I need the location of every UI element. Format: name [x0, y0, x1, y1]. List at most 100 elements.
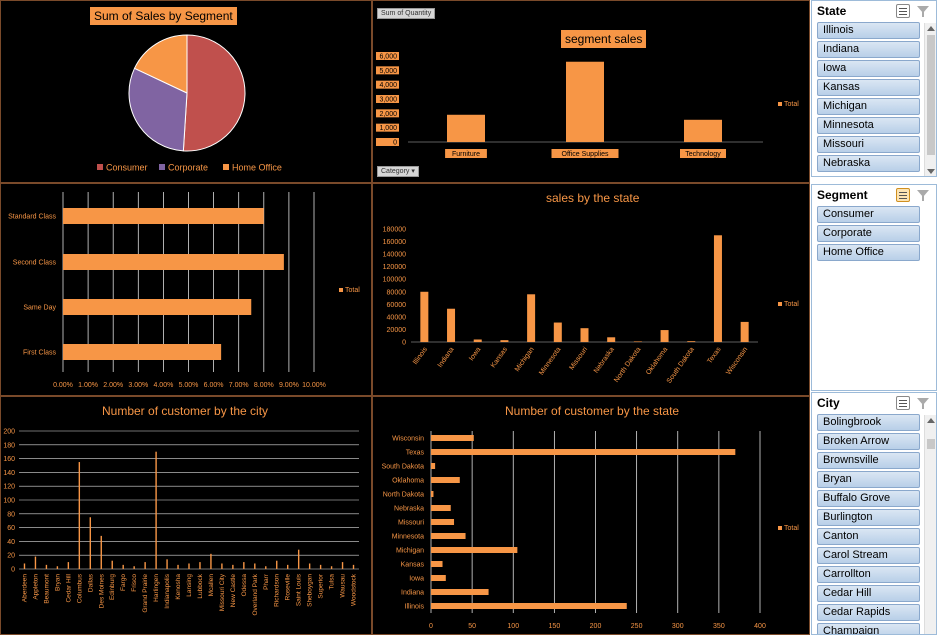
- legend-swatch: [339, 288, 343, 292]
- slicer-item-canton[interactable]: Canton: [817, 528, 920, 545]
- x-tick-bg: [445, 149, 487, 158]
- slicer-item-illinois[interactable]: Illinois: [817, 22, 920, 39]
- segment-slicer[interactable]: Segment Consumer Corporate Home Office: [811, 184, 937, 391]
- slicer-item-consumer[interactable]: Consumer: [817, 206, 920, 223]
- slicer-item-nebraska[interactable]: Nebraska: [817, 155, 920, 172]
- scroll-up-icon[interactable]: [927, 26, 935, 31]
- state-slicer[interactable]: State Illinois Indiana Iowa Kansas Michigan M…: [811, 0, 937, 177]
- category-filter-button[interactable]: Category ▾: [377, 166, 419, 177]
- y-tick-label: Texas: [406, 450, 425, 457]
- pie-chart-title: Sum of Sales by Segment: [90, 7, 237, 25]
- dropdown-arrow-icon: ▾: [411, 168, 415, 175]
- slicer-item-bryan[interactable]: Bryan: [817, 471, 920, 488]
- y-tick-label: 140: [3, 470, 15, 477]
- slicer-item-indiana[interactable]: Indiana: [817, 41, 920, 58]
- segment-sales-panel[interactable]: Sum of Quantity segment sales 6,000 5,000…: [372, 0, 810, 183]
- slicer-item-broken-arrow[interactable]: Broken Arrow: [817, 433, 920, 450]
- slicer-item-buffalo-grove[interactable]: Buffalo Grove: [817, 490, 920, 507]
- x-tick-label: Wausau: [340, 574, 347, 598]
- x-tick-label: Odessa: [241, 574, 248, 597]
- pie-chart-panel[interactable]: Sum of Sales by Segment Consumer Corporat…: [0, 0, 372, 183]
- x-tick-label: Office Supplies: [562, 151, 609, 158]
- x-tick-label: Kansas: [490, 346, 509, 370]
- slicer-item-burlington[interactable]: Burlington: [817, 509, 920, 526]
- clear-filter-icon[interactable]: [916, 188, 930, 202]
- state-slicer-scrollbar[interactable]: [924, 23, 936, 176]
- x-tick-label: Tulsa: [329, 574, 336, 590]
- x-tick-label: Lubbock: [197, 573, 204, 598]
- slicer-item-kansas[interactable]: Kansas: [817, 79, 920, 96]
- bar-new-castle: [232, 564, 234, 569]
- bar-tulsa: [330, 566, 333, 569]
- y-tick-label: 20000: [387, 327, 407, 334]
- scroll-thumb[interactable]: [927, 439, 935, 449]
- x-tick-label: 6.00%: [204, 382, 224, 389]
- slicer-item-carol-stream[interactable]: Carol Stream: [817, 547, 920, 564]
- y-tick-label: Wisconsin: [392, 436, 424, 443]
- y-tick-bg: [376, 138, 399, 146]
- state-sales-panel[interactable]: sales by the state 180000 160000 140000 120…: [372, 183, 810, 396]
- bar-technology: [684, 119, 722, 142]
- multi-select-icon[interactable]: [896, 396, 910, 410]
- slicer-item-missouri[interactable]: Missouri: [817, 136, 920, 153]
- x-tick-label: Appleton: [32, 574, 39, 600]
- bar-michigan: [527, 294, 536, 342]
- slicer-item-corporate[interactable]: Corporate: [817, 225, 920, 242]
- ship-mode-chart: 0.00% 1.00% 2.00% 3.00% 4.00% 5.00% 6.00% 7.00%…: [8, 192, 360, 389]
- y-tick-label: Minnesota: [392, 534, 424, 541]
- x-tick-bg: [680, 149, 726, 158]
- y-tick-bg: [376, 123, 399, 132]
- bar-woodstock: [352, 564, 355, 569]
- legend-swatch: [778, 526, 782, 530]
- slicer-item-cedar-rapids[interactable]: Cedar Rapids: [817, 604, 920, 621]
- multi-select-icon[interactable]: [896, 188, 910, 202]
- city-slicer-scrollbar[interactable]: [924, 415, 936, 634]
- slicer-item-iowa[interactable]: Iowa: [817, 60, 920, 77]
- x-tick-label: South Dakota: [666, 346, 696, 385]
- bar-wisconsin: [431, 435, 474, 441]
- city-slicer[interactable]: City Bolingbrook Broken Arrow Brownsville B…: [811, 392, 937, 635]
- bar-columbus: [78, 462, 81, 569]
- scroll-thumb[interactable]: [927, 35, 935, 155]
- y-tick-label: Kansas: [401, 562, 425, 569]
- slicer-item-home-office[interactable]: Home Office: [817, 244, 920, 261]
- slicer-item-brownsville[interactable]: Brownsville: [817, 452, 920, 469]
- slicer-item-minnesota[interactable]: Minnesota: [817, 117, 920, 134]
- sum-of-quantity-button[interactable]: Sum of Quantity: [377, 8, 436, 19]
- y-tick-label: Second Class: [13, 260, 57, 267]
- x-tick-label: Nebraska: [593, 346, 616, 375]
- bar-nebraska: [607, 337, 616, 342]
- x-tick-label: 150: [549, 623, 561, 630]
- city-customers-panel[interactable]: Number of customer by the city 200 180 160…: [0, 396, 372, 635]
- multi-select-icon[interactable]: [896, 4, 910, 18]
- state-customers-panel[interactable]: Number of customer by the state 0 50 100 15…: [372, 396, 810, 635]
- y-tick-label: 0: [393, 140, 397, 147]
- bar-lubbock: [199, 562, 201, 569]
- y-tick-label: 40000: [387, 314, 407, 321]
- slicer-item-michigan[interactable]: Michigan: [817, 98, 920, 115]
- y-tick-label: 0: [402, 340, 406, 347]
- x-tick-label: Missouri City: [219, 573, 226, 611]
- x-tick-label: Saint Louis: [296, 573, 303, 606]
- ship-mode-panel[interactable]: 0.00% 1.00% 2.00% 3.00% 4.00% 5.00% 6.00% 7.00%…: [0, 183, 372, 396]
- state-customers-chart: 0 50 100 150 200 250 300 350 400 Wisconsin Texas So…: [382, 431, 799, 630]
- clear-filter-icon[interactable]: [916, 4, 930, 18]
- segment-slicer-title: Segment: [817, 188, 868, 202]
- scroll-down-icon[interactable]: [927, 169, 935, 174]
- bar-texas: [713, 235, 722, 342]
- y-tick-label: 120000: [383, 264, 406, 271]
- x-tick-label: Mcallen: [208, 574, 215, 597]
- bar-des-moines: [100, 535, 102, 569]
- x-tick-label: 0.00%: [53, 382, 73, 389]
- city-slicer-title: City: [817, 396, 840, 410]
- bar-saint-louis: [297, 549, 300, 569]
- slicer-item-bolingbrook[interactable]: Bolingbrook: [817, 414, 920, 431]
- category-label: Category: [381, 168, 410, 175]
- x-tick-label: Superior: [318, 573, 325, 598]
- slicer-item-champaign[interactable]: Champaign: [817, 623, 920, 634]
- slicer-item-carrollton[interactable]: Carrollton: [817, 566, 920, 583]
- clear-filter-icon[interactable]: [916, 396, 930, 410]
- scroll-up-icon[interactable]: [927, 418, 935, 423]
- y-tick-label: 60: [7, 525, 15, 532]
- slicer-item-cedar-hill[interactable]: Cedar Hill: [817, 585, 920, 602]
